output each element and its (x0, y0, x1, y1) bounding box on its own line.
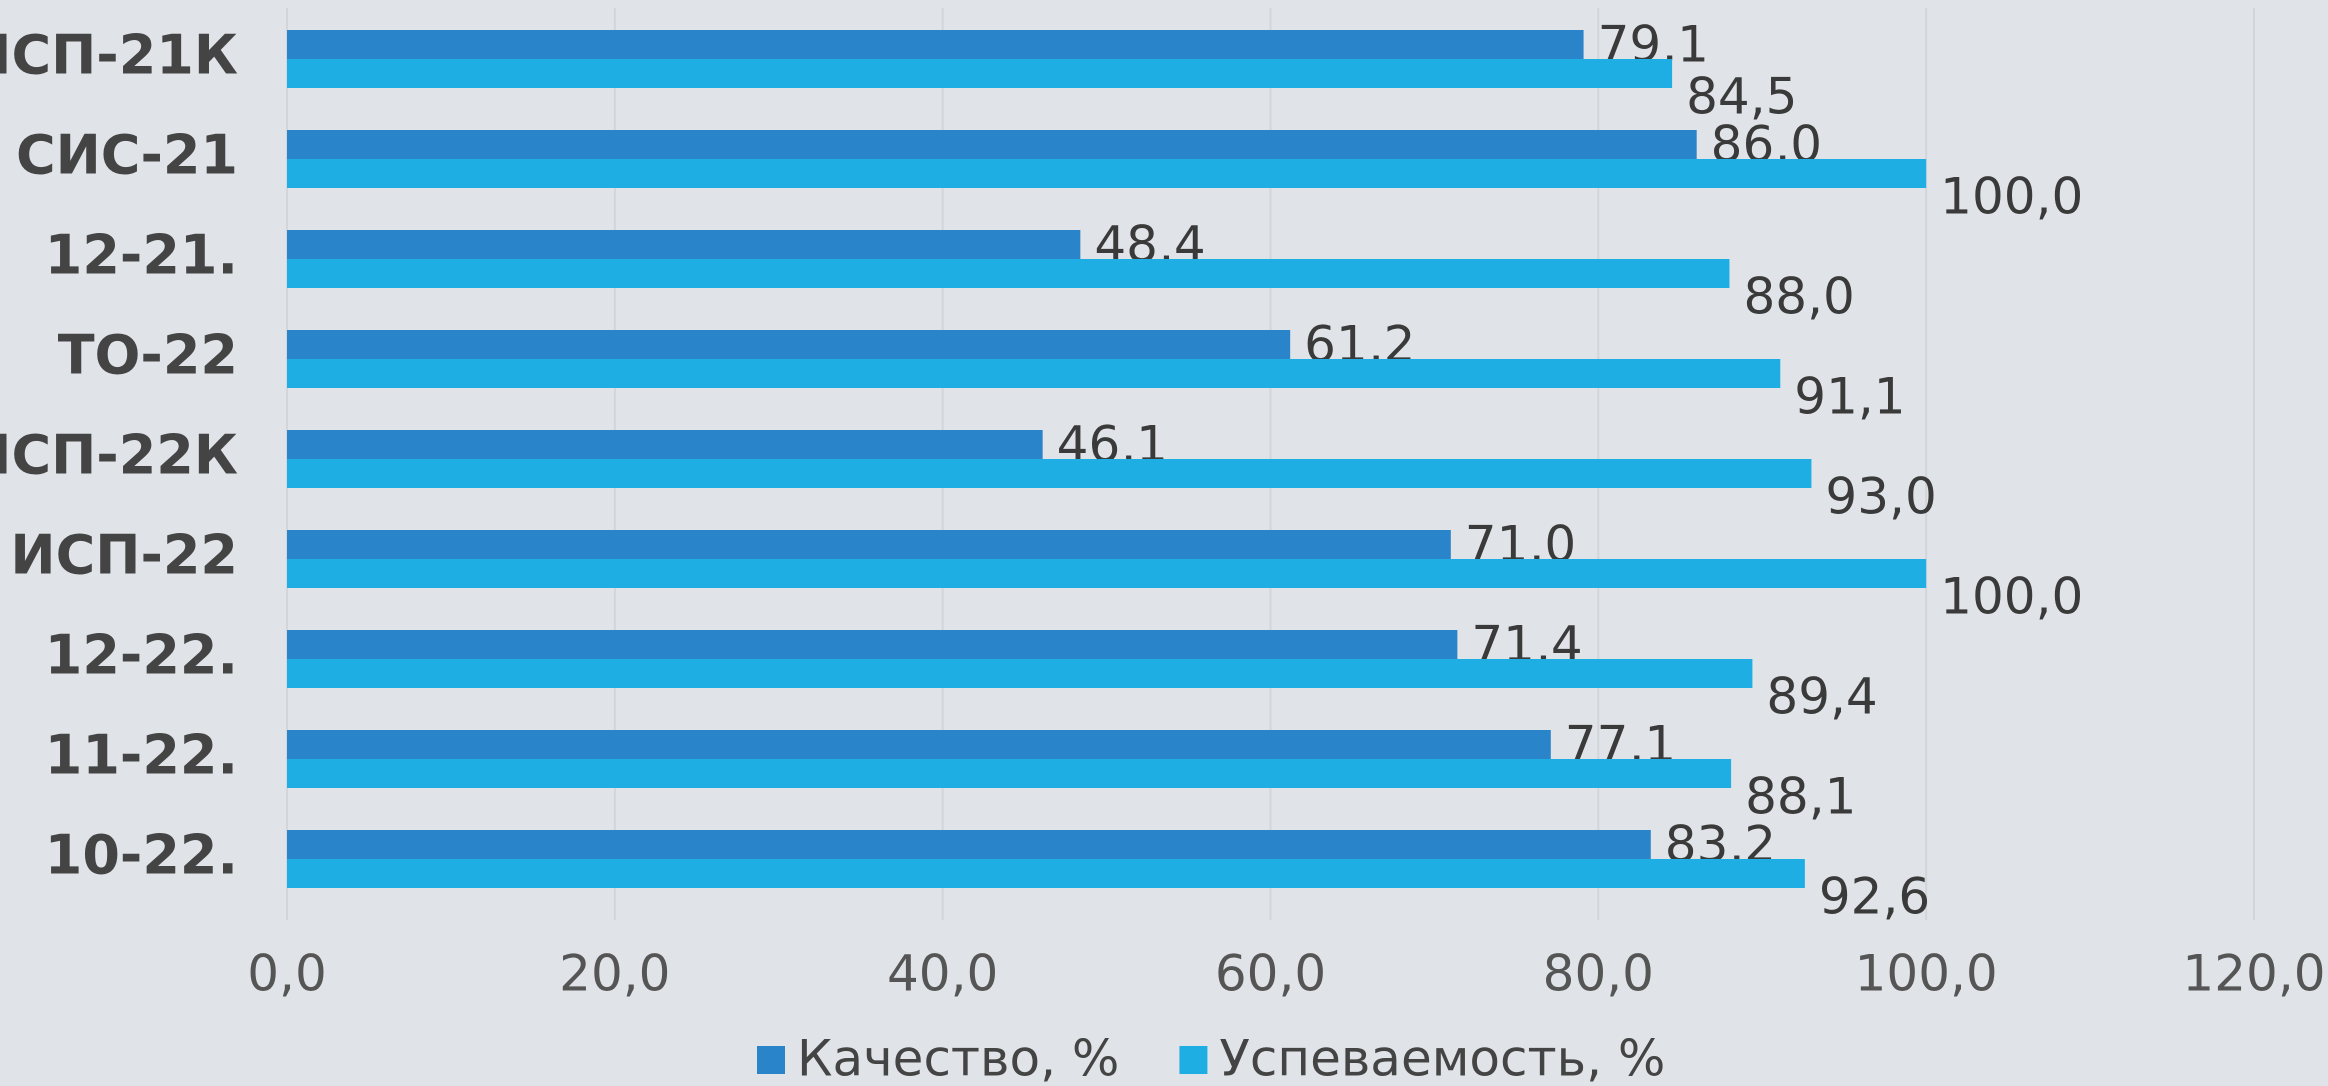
bar (287, 830, 1651, 859)
bar (287, 230, 1081, 259)
y-tick-label: СИС-21 (16, 124, 238, 187)
x-tick-label: 120,0 (2182, 945, 2325, 1003)
data-label: 91,1 (1794, 368, 1905, 426)
y-tick-label: ТО-22 (58, 324, 238, 387)
x-tick-label: 0,0 (247, 945, 327, 1003)
bar (287, 730, 1551, 759)
bar (287, 659, 1753, 688)
bar (287, 330, 1291, 359)
data-label: 84,5 (1686, 68, 1797, 126)
legend-label: Успеваемость, % (1219, 1030, 1665, 1086)
bar (287, 359, 1781, 388)
y-tick-label: ИСП-21К (0, 24, 238, 87)
data-label: 89,4 (1766, 668, 1877, 726)
y-tick-label: 12-22. (45, 624, 238, 687)
bar (287, 259, 1730, 288)
bar (287, 859, 1805, 888)
bar (287, 159, 1927, 188)
data-label: 88,1 (1745, 768, 1856, 826)
data-label: 100,0 (1940, 568, 2083, 626)
data-label: 100,0 (1940, 168, 2083, 226)
bar (287, 30, 1584, 59)
bar (287, 59, 1673, 88)
y-tick-label: ИСП-22 (10, 524, 238, 587)
x-tick-label: 60,0 (1215, 945, 1326, 1003)
y-tick-label: 10-22. (45, 824, 238, 887)
bar (287, 130, 1697, 159)
x-tick-label: 20,0 (559, 945, 670, 1003)
bar (287, 530, 1451, 559)
legend-swatch (757, 1046, 785, 1074)
legend-swatch (1179, 1046, 1208, 1074)
x-tick-label: 40,0 (887, 945, 998, 1003)
x-tick-label: 80,0 (1543, 945, 1654, 1003)
bar (287, 459, 1812, 488)
x-tick-label: 100,0 (1855, 945, 1998, 1003)
y-tick-label: 12-21. (45, 224, 238, 287)
data-label: 92,6 (1819, 868, 1930, 926)
bar (287, 430, 1043, 459)
bar (287, 559, 1927, 588)
y-tick-label: 11-22. (45, 724, 238, 787)
data-label: 93,0 (1825, 468, 1936, 526)
y-tick-label: ИСП-22К (0, 424, 238, 487)
bar (287, 630, 1458, 659)
bar (287, 759, 1732, 788)
legend-label: Качество, % (797, 1030, 1119, 1086)
data-label: 88,0 (1743, 268, 1854, 326)
